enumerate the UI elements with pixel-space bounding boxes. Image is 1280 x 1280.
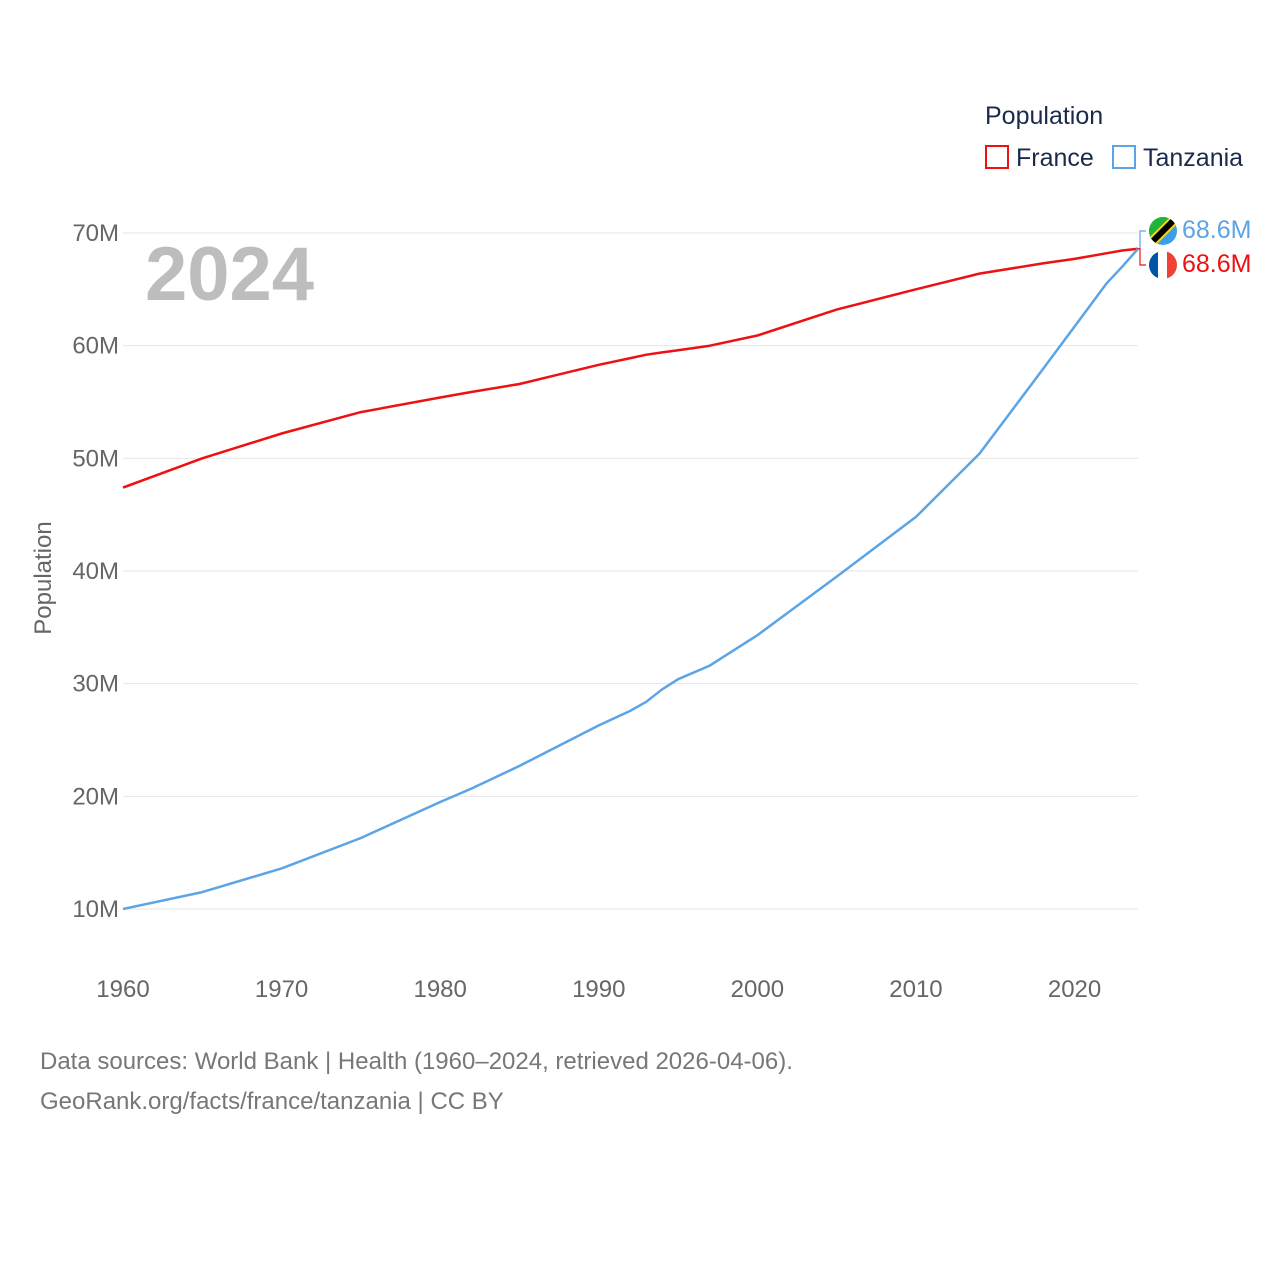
x-tick-label: 2020: [1048, 976, 1101, 1003]
y-tick-label: 50M: [72, 445, 119, 472]
series-line-france[interactable]: [122, 247, 1139, 489]
x-tick-label: 2000: [731, 976, 784, 1003]
y-tick-label: 70M: [72, 220, 119, 247]
y-axis-title: Population: [30, 521, 57, 634]
population-line-chart: 10M 20M 30M 40M 50M 60M 70M 1960 1970 1980 1990 20…: [30, 102, 1251, 1003]
x-tick-label: 2010: [889, 976, 942, 1003]
x-tick-label: 1970: [255, 976, 308, 1003]
end-labels: 68.6M 68.6M: [1138, 216, 1251, 279]
legend-item-tanzania[interactable]: Tanzania: [1112, 144, 1243, 172]
series-line-tanzania[interactable]: [122, 247, 1139, 911]
legend-label-tanzania: Tanzania: [1143, 144, 1243, 172]
attribution-text: GeoRank.org/facts/france/tanzania | CC B…: [40, 1088, 504, 1115]
grid: [123, 232, 1138, 910]
france-end-value: 68.6M: [1182, 250, 1251, 278]
france-label-connector: [1138, 248, 1146, 266]
legend-swatch-france: [985, 145, 1009, 169]
y-tick-label: 10M: [72, 896, 119, 923]
legend-title: Population: [985, 102, 1103, 130]
legend-label-france: France: [1016, 144, 1094, 172]
x-tick-label: 1960: [96, 976, 149, 1003]
france-flag-icon: [1149, 251, 1177, 279]
data-sources-text: Data sources: World Bank | Health (1960–…: [40, 1048, 793, 1075]
legend-swatch-tanzania: [1112, 145, 1136, 169]
footer: Data sources: World Bank | Health (1960–…: [40, 1042, 793, 1122]
tanzania-flag-icon: [1149, 217, 1177, 245]
y-tick-label: 20M: [72, 783, 119, 810]
y-tick-label: 30M: [72, 671, 119, 698]
x-axis-ticks: 1960 1970 1980 1990 2000 2010 2020: [96, 976, 1101, 1003]
legend-item-france[interactable]: France: [985, 144, 1094, 172]
x-tick-label: 1980: [413, 976, 466, 1003]
x-tick-label: 1990: [572, 976, 625, 1003]
legend: Population France Tanzania: [985, 102, 1243, 172]
series-lines: [122, 247, 1139, 911]
y-tick-label: 40M: [72, 558, 119, 585]
tanzania-label-connector: [1138, 230, 1146, 250]
tanzania-end-value: 68.6M: [1182, 216, 1251, 244]
current-year-label: 2024: [145, 232, 314, 317]
y-tick-label: 60M: [72, 333, 119, 360]
y-axis-ticks: 10M 20M 30M 40M 50M 60M 70M: [72, 220, 119, 923]
